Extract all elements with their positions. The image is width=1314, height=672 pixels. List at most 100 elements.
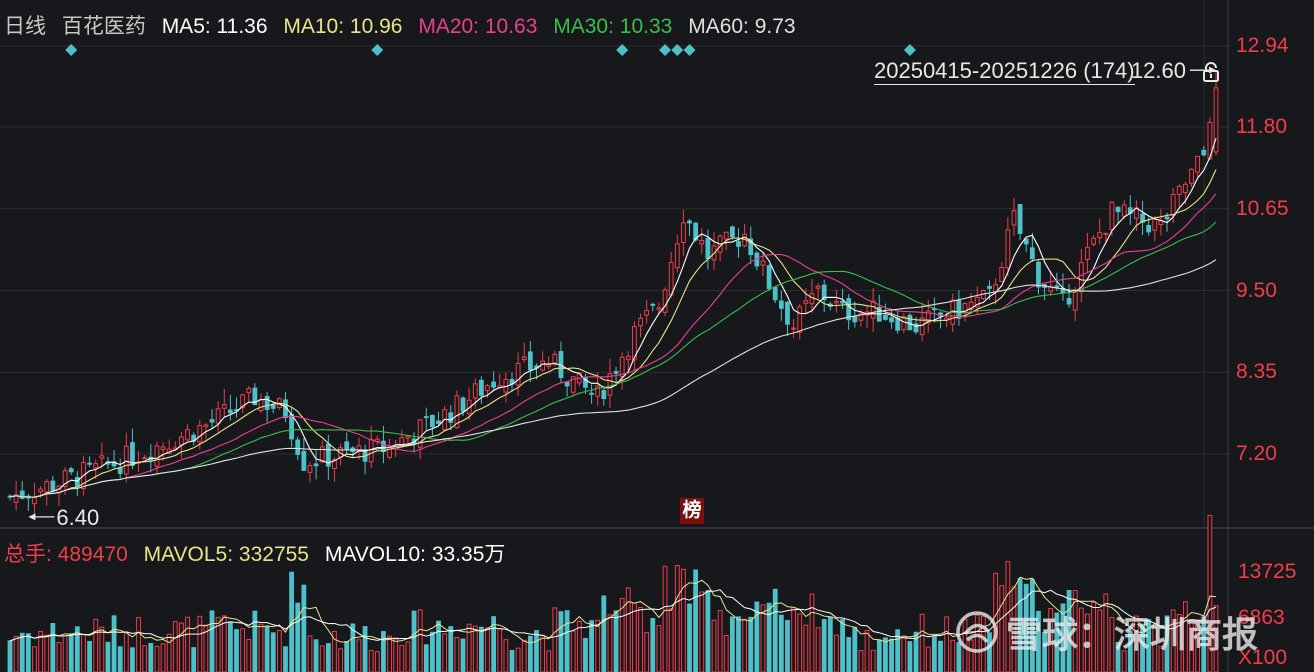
event-markers[interactable]	[65, 44, 916, 56]
volume-header: 总手: 489470 MAVOL5: 332755 MAVOL10: 33.35…	[4, 538, 515, 568]
volume-bar-185	[1140, 623, 1145, 672]
candle-33	[209, 409, 215, 429]
candle-body-104	[644, 310, 650, 316]
volume-bar-131	[809, 593, 815, 672]
volume-bar-125	[772, 588, 778, 672]
candle-body-33	[209, 419, 215, 423]
volume-bar-42	[264, 625, 270, 672]
candle-body-124	[766, 265, 772, 290]
volume-bar-39	[246, 638, 252, 672]
volume-bar-79	[491, 616, 497, 672]
volume-bar-104	[644, 632, 650, 672]
candle-body-146	[901, 316, 907, 331]
candle-body-85	[527, 351, 533, 371]
candle-body-88	[546, 364, 552, 367]
volume-bar-141	[870, 649, 876, 672]
date-range-label[interactable]: 20250415-20251226 (174)	[874, 58, 1135, 85]
volume-bar-77	[478, 626, 484, 672]
volume-bar-65	[405, 641, 411, 672]
event-marker-6[interactable]	[903, 44, 916, 56]
candle-165	[1017, 203, 1023, 240]
candle-body-105	[650, 303, 656, 306]
volume-bar-18	[117, 646, 123, 672]
volume-bar-44	[276, 629, 282, 672]
lock-icon[interactable]	[1202, 62, 1220, 82]
volume-bar-107	[662, 565, 668, 672]
event-marker-3[interactable]	[659, 44, 672, 56]
volume-bar-187	[1152, 626, 1158, 672]
volume-bar-26	[166, 633, 172, 672]
candle-58	[362, 444, 368, 475]
candle-body-121	[748, 238, 754, 256]
candle-121	[748, 226, 754, 265]
candle-193	[1189, 168, 1194, 188]
candle-106	[656, 302, 662, 313]
period-label[interactable]: 日线	[4, 15, 46, 38]
candle-body-79	[491, 381, 497, 388]
candle-body-182	[1121, 204, 1127, 217]
candle-body-98	[607, 373, 613, 396]
event-marker-1[interactable]	[371, 44, 384, 56]
candle-15	[99, 442, 105, 469]
event-marker-4[interactable]	[671, 44, 684, 56]
candle-87	[540, 351, 545, 372]
event-marker-5[interactable]	[683, 44, 696, 56]
volume-bar-72	[448, 626, 454, 672]
volume-bar-144	[889, 638, 894, 672]
candle-body-72	[448, 412, 454, 423]
volume-bar-14	[93, 618, 99, 672]
candle-151	[931, 297, 937, 323]
volume-bar-48	[301, 584, 307, 672]
volume-bar-120	[742, 618, 748, 672]
low-arrow-head	[28, 513, 36, 521]
volume-bar-81	[503, 639, 509, 672]
volume-bar-70	[436, 620, 441, 672]
volume-bar-11	[74, 626, 80, 672]
candle-138	[852, 301, 858, 328]
volume-bar-40	[252, 610, 258, 672]
candle-168	[1036, 259, 1041, 295]
candle-120	[742, 223, 748, 248]
volume-bar-71	[442, 633, 448, 672]
ma60-label: MA60: 9.73	[688, 15, 796, 38]
candle-132	[815, 283, 821, 299]
candle-body-78	[485, 385, 490, 392]
ranking-badge[interactable]: 榜	[680, 498, 704, 524]
volume-bar-20	[130, 647, 135, 672]
candle-127	[785, 300, 790, 336]
candle-181	[1115, 206, 1121, 224]
candle-40	[252, 383, 258, 406]
candle-0	[7, 494, 13, 501]
candle-118	[729, 225, 735, 240]
candle-body-157	[968, 301, 974, 311]
candle-body-43	[270, 404, 276, 409]
candle-body-137	[846, 298, 852, 321]
candle-130	[803, 288, 809, 314]
candle-144	[889, 309, 894, 329]
volume-bar-35	[221, 615, 227, 672]
candle-body-46	[289, 413, 295, 440]
volume-bar-13	[87, 641, 92, 672]
event-marker-0[interactable]	[65, 44, 78, 56]
volume-bar-24	[154, 645, 160, 672]
event-marker-2[interactable]	[616, 44, 629, 56]
candle-body-38	[240, 394, 246, 409]
volume-bar-119	[736, 616, 741, 672]
volume-bar-61	[381, 631, 386, 672]
candle-body-101	[625, 355, 631, 361]
candle-76	[472, 378, 478, 409]
volume-bar-123	[760, 604, 766, 672]
volume-bar-132	[815, 627, 821, 672]
candle-72	[448, 405, 454, 430]
volume-bar-47	[295, 602, 301, 672]
candle-body-42	[264, 396, 270, 410]
volume-bar-138	[852, 626, 858, 672]
volume-bar-124	[766, 602, 772, 672]
volume-bar-21	[136, 617, 141, 672]
candle-body-110	[681, 222, 686, 244]
volume-bar-28	[179, 622, 184, 672]
candle-body-1	[13, 494, 19, 503]
candle-body-9	[62, 470, 68, 487]
price-header: 日线 百花医药 MA5: 11.36 MA10: 10.96 MA20: 10.…	[4, 10, 806, 40]
